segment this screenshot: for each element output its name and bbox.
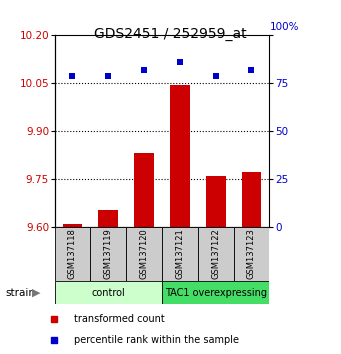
Bar <box>206 176 225 227</box>
Bar <box>63 224 82 227</box>
Bar <box>55 281 162 304</box>
Point <box>51 316 57 321</box>
Bar <box>162 281 269 304</box>
Point <box>249 67 254 73</box>
Text: 100%: 100% <box>269 22 299 32</box>
Text: GDS2451 / 252959_at: GDS2451 / 252959_at <box>94 27 247 41</box>
Point <box>106 73 111 78</box>
Text: ▶: ▶ <box>32 288 40 298</box>
Point <box>177 59 183 65</box>
Point <box>51 337 57 343</box>
Text: GSM137120: GSM137120 <box>139 229 149 279</box>
Bar <box>162 227 198 281</box>
Bar <box>242 172 261 227</box>
Text: percentile rank within the sample: percentile rank within the sample <box>74 335 239 345</box>
Bar <box>90 227 126 281</box>
Text: GSM137122: GSM137122 <box>211 229 220 279</box>
Point <box>70 73 75 78</box>
Text: GSM137123: GSM137123 <box>247 229 256 279</box>
Text: GSM137121: GSM137121 <box>175 229 184 279</box>
Text: GSM137118: GSM137118 <box>68 229 77 279</box>
Point <box>213 73 218 78</box>
Bar <box>99 210 118 227</box>
Bar <box>170 85 190 227</box>
Bar <box>234 227 269 281</box>
Point <box>141 67 147 73</box>
Text: GSM137119: GSM137119 <box>104 229 113 279</box>
Text: strain: strain <box>5 288 35 298</box>
Bar <box>126 227 162 281</box>
Text: TAC1 overexpressing: TAC1 overexpressing <box>165 288 267 298</box>
Bar <box>134 153 154 227</box>
Text: transformed count: transformed count <box>74 314 165 324</box>
Text: control: control <box>91 288 125 298</box>
Bar <box>198 227 234 281</box>
Bar <box>55 227 90 281</box>
